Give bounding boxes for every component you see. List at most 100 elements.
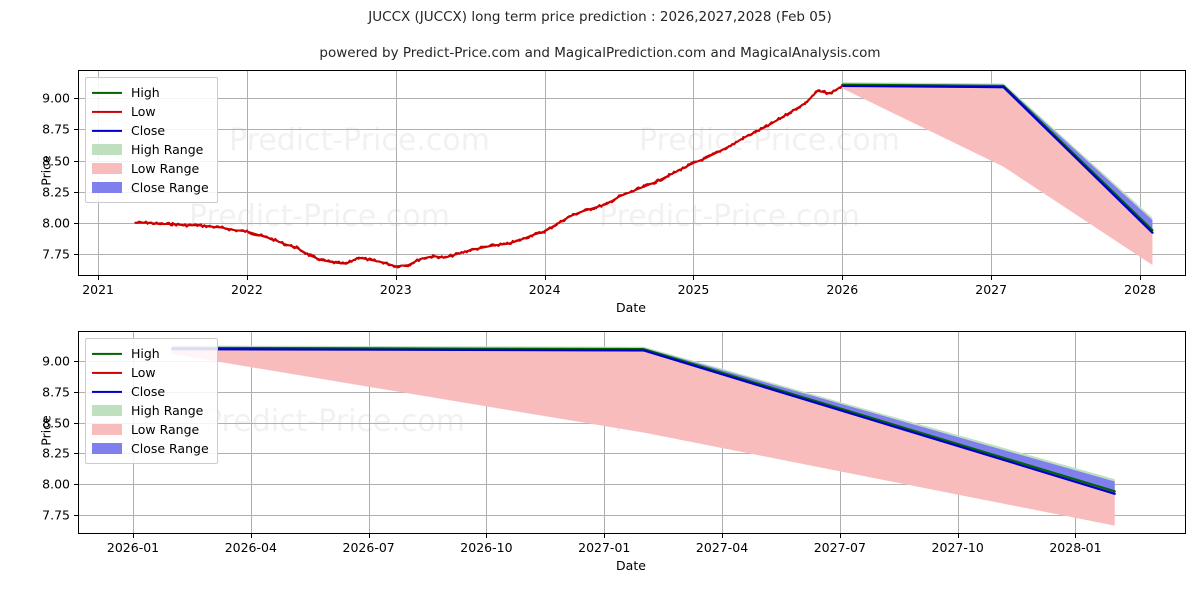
gridline-vertical: [246, 71, 248, 275]
gridline-horizontal: [79, 483, 1185, 485]
y-axis-tick: [74, 98, 79, 100]
series-line-close: [841, 84, 1154, 234]
x-axis-tick-label: 2021: [82, 282, 114, 297]
plot-area-top: Predict-Price.com Predict-Price.com Predic…: [79, 71, 1185, 275]
y-axis-tick: [74, 129, 79, 131]
legend-swatch-close-range-icon: [92, 182, 122, 193]
legend-swatch-low-icon: [92, 367, 122, 379]
x-axis-title-bottom: Date: [616, 558, 646, 573]
x-axis-tick: [842, 275, 844, 280]
x-axis-tick-label: 2027-04: [695, 540, 749, 555]
legend-item-label: Close: [131, 384, 166, 399]
x-axis-tick: [957, 533, 959, 538]
x-axis-tick-label: 2024: [528, 282, 561, 297]
y-axis-tick-label: 8.25: [42, 445, 70, 461]
gridline-vertical: [842, 71, 844, 275]
x-axis-tick: [133, 533, 134, 538]
x-axis-tick-label: 2028: [1124, 282, 1156, 297]
gridline-vertical: [368, 332, 370, 533]
x-axis-title-top: Date: [616, 300, 646, 315]
legend-swatch-high-icon: [92, 87, 122, 99]
legend-item[interactable]: Low Range: [92, 420, 209, 439]
chart-data-layer: [171, 345, 1116, 526]
legend-item-label: Low: [131, 365, 156, 380]
x-axis-tick-label: 2026: [826, 282, 859, 297]
y-axis-tick-label: 9.00: [42, 90, 70, 106]
legend-item-label: Close Range: [131, 441, 209, 456]
legend-swatch-low-range-icon: [92, 163, 122, 174]
legend-item-label: Close: [131, 123, 166, 138]
gridline-horizontal: [79, 129, 1185, 131]
gridline-vertical: [395, 71, 397, 275]
legend-swatch-low-icon: [92, 106, 122, 118]
legend-item[interactable]: Low: [92, 102, 209, 121]
x-axis-tick: [722, 533, 724, 538]
legend-item-label: High: [131, 346, 160, 361]
gridline-vertical: [604, 332, 606, 533]
y-axis-title-top: Price: [38, 155, 54, 186]
y-axis-tick: [74, 392, 79, 394]
gridline-horizontal: [79, 514, 1185, 516]
x-axis-tick: [1075, 533, 1077, 538]
series-line-low: [134, 84, 844, 268]
x-axis-tick-label: 2022: [231, 282, 263, 297]
x-axis-tick: [250, 533, 252, 538]
x-axis-tick: [486, 533, 488, 538]
legend-item[interactable]: Low Range: [92, 159, 209, 178]
y-axis-tick: [74, 191, 79, 193]
x-axis-tick-label: 2026-07: [342, 540, 395, 555]
x-axis-tick-label: 2026-10: [460, 540, 513, 555]
x-axis-tick-label: 2027-07: [813, 540, 866, 555]
y-axis-tick: [74, 453, 79, 455]
gridline-vertical: [250, 332, 252, 533]
legend-item[interactable]: Low: [92, 363, 209, 382]
legend-item[interactable]: High Range: [92, 140, 209, 159]
range-band-low-range: [172, 349, 1115, 526]
legend-item[interactable]: Close: [92, 121, 209, 140]
series-line-close: [171, 348, 1116, 495]
x-axis-tick: [1140, 275, 1142, 280]
y-axis-tick-label: 8.50: [42, 415, 70, 431]
y-axis-tick-label: 7.75: [42, 507, 70, 523]
x-axis-tick: [604, 533, 606, 538]
legend-swatch-high-range-icon: [92, 144, 122, 155]
x-axis-tick-label: 2023: [379, 282, 412, 297]
chart-legend-bottom: High Low Close High Range Low Range Close Ran…: [85, 338, 218, 464]
legend-swatch-high-icon: [92, 348, 122, 360]
gridline-horizontal: [79, 98, 1185, 100]
gridline-vertical: [544, 71, 546, 275]
y-axis-tick: [74, 361, 79, 363]
legend-swatch-high-range-icon: [92, 405, 122, 416]
legend-swatch-close-icon: [92, 125, 122, 137]
x-axis-tick: [395, 275, 397, 280]
series-line-low-detail: [135, 84, 844, 269]
y-axis-tick-label: 8.75: [42, 384, 70, 400]
legend-swatch-low-range-icon: [92, 424, 122, 435]
gridline-vertical: [957, 332, 959, 533]
legend-item[interactable]: High: [92, 344, 209, 363]
series-line-high: [841, 83, 1154, 232]
y-axis-tick-label: 8.75: [42, 121, 70, 137]
legend-item[interactable]: High Range: [92, 401, 209, 420]
y-axis-tick-label: 8.00: [42, 476, 70, 492]
x-axis-tick: [544, 275, 546, 280]
y-axis-tick-label: 8.00: [42, 215, 70, 231]
gridline-vertical: [991, 71, 993, 275]
legend-item[interactable]: Close Range: [92, 178, 209, 197]
legend-item-label: High Range: [131, 403, 204, 418]
x-axis-tick: [98, 275, 100, 280]
legend-item[interactable]: High: [92, 83, 209, 102]
gridline-horizontal: [79, 160, 1185, 162]
legend-swatch-close-range-icon: [92, 443, 122, 454]
x-axis-tick-label: 2027: [975, 282, 1008, 297]
y-axis-tick: [74, 222, 79, 224]
y-axis-tick-label: 8.50: [42, 153, 70, 169]
y-axis-tick-label: 8.25: [42, 184, 70, 200]
legend-item[interactable]: Close Range: [92, 439, 209, 458]
x-axis-tick-label: 2028-01: [1049, 540, 1102, 555]
legend-item[interactable]: Close: [92, 382, 209, 401]
y-axis-tick-label: 7.75: [42, 246, 70, 262]
legend-item-label: High Range: [131, 142, 204, 157]
